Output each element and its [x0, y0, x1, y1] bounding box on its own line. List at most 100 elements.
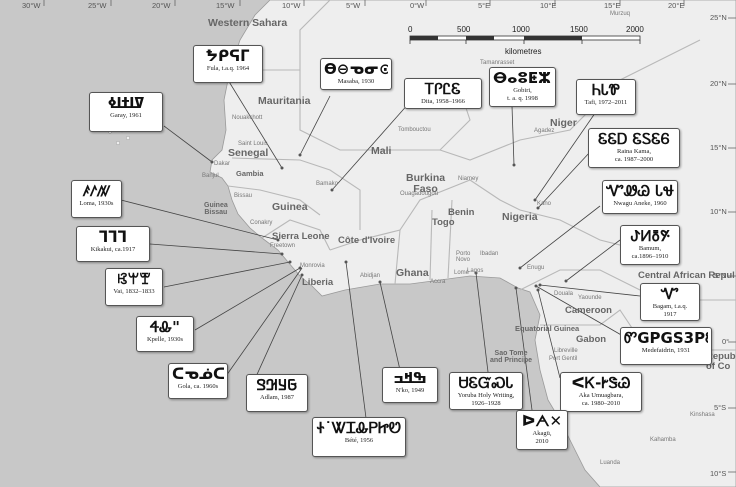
script-name: Loma, 1930s: [79, 200, 114, 208]
country-benin: Benin: [448, 207, 475, 218]
city-libreville: Libreville: [554, 348, 578, 354]
city-saint-louis: Saint Louis: [238, 141, 268, 147]
script-name: Garay, 1961: [110, 112, 142, 120]
script-name: Kikakui, ca.1917: [90, 246, 136, 254]
script-glyphs: ꤰꤱꤲ: [83, 183, 110, 200]
script-glyphs: ᏛGPGS3PᏋSᏅ: [624, 330, 708, 347]
country-guinea: Guinea: [272, 201, 308, 213]
country-togo: Togo: [432, 217, 455, 228]
country-central-african-republic: Central African Repul: [638, 270, 735, 281]
city-conakry: Conakry: [250, 220, 273, 226]
script-name: Tafi, 1972–2011: [584, 99, 628, 107]
graticule-ticks: [43, 0, 736, 473]
script-glyphs: ᐅᗅ✕: [521, 413, 563, 430]
script-box-vai: ꕙꕚꕛ Vai, 1832–1833: [105, 268, 163, 306]
script-glyphs: Ꮙ: [661, 286, 679, 303]
script-box-kikakui: ᒣᒣᒣ Kikakui, ca.1917: [76, 226, 150, 262]
script-box-nwagu-aneke: ᏉᏪᏊ ᏓᏠ Nwagu Aneke, 1960: [602, 180, 678, 214]
country-cameroon: Cameroon: [565, 305, 612, 316]
scale-tick-500: 500: [457, 25, 471, 34]
country-sierra-leone: Sierra Leone: [272, 231, 330, 242]
lat-label-15n: 15°N: [710, 143, 727, 152]
country-nigeria: Nigeria: [502, 211, 538, 223]
script-name: Bagam, t.a.q.: [652, 303, 688, 311]
leader-lines: [120, 79, 641, 419]
city-lome: Lomé: [454, 270, 470, 276]
script-box-nko: ߒߞߏ N'ko, 1949: [382, 367, 438, 403]
lon-label-20e: 20°E: [668, 1, 685, 10]
city-dots: [210, 153, 568, 292]
script-box-raina-kama: ᏋᏋᎠ ᏋᏚᏋᏮ Raina Kama, ca. 1987–2000: [588, 128, 680, 168]
script-glyphs: ⴱⴰⵓⵟⵣⵜ: [493, 70, 552, 87]
lat-label-5n: 5°N: [714, 271, 727, 280]
city-freetown: Freetown: [270, 243, 296, 249]
script-date: ca.1896–1910: [631, 252, 669, 260]
city-porto-novo: Porto Novo: [456, 251, 471, 263]
script-name: N'ko, 1949: [395, 387, 425, 395]
lon-label-30w: 30°W: [22, 1, 41, 10]
lon-label-10w: 10°W: [282, 1, 301, 10]
script-box-akagu: ᐅᗅ✕ Akagü, 2010: [516, 410, 568, 450]
country-republic-of-congo: Republic of Co: [706, 351, 736, 372]
city-yaounde: Yaounde: [578, 295, 602, 301]
script-date: 2010: [535, 437, 549, 445]
city-banjul: Banjul: [202, 173, 219, 179]
script-box-loma: ꤰꤱꤲ Loma, 1930s: [71, 180, 122, 218]
lon-label-15w: 15°W: [216, 1, 235, 10]
lat-label-25n: 25°N: [710, 13, 727, 22]
country-liberia: Liberia: [302, 277, 334, 288]
scale-tick-1500: 1500: [570, 25, 588, 34]
city-dakar: Dakar: [214, 161, 231, 167]
script-box-garay: ߜߊߙߊߦ Garay, 1961: [89, 92, 163, 132]
script-name: Bamum,: [638, 245, 662, 253]
script-name: Gobiri,: [513, 87, 532, 95]
city-kinshasa: Kinshasa: [690, 412, 715, 418]
script-name: Bété, 1956: [344, 437, 374, 445]
lat-label-10n: 10°N: [710, 207, 727, 216]
script-glyphs: Ꮠ˙ᏔᏆᎲᏢᏥᏬ: [316, 420, 401, 437]
script-glyphs: ᏋᏋᎠ ᏋᏚᏋᏮ: [598, 131, 670, 148]
script-glyphs: ᏎᎲ": [150, 319, 180, 336]
lon-label-5e: 5°E: [478, 1, 491, 10]
script-box-bagam: Ꮙ Bagam, t.a.q. 1917: [640, 283, 700, 321]
script-name: Adlam, 1987: [260, 394, 294, 402]
country-equatorial-guinea: Equatorial Guinea: [515, 324, 580, 333]
city-tombouctou: Tombouctou: [398, 127, 431, 133]
script-glyphs: ߜߊߙߊߦ: [107, 95, 145, 112]
script-name: Aka Umuagbara,: [578, 392, 624, 400]
script-box-adlam: 𞤀𞤁𞤂𞤃 Adlam, 1987: [246, 374, 308, 412]
script-name: Kpelle, 1930s: [146, 336, 184, 344]
script-glyphs: ᏌᏋᏳᏍᏓ: [458, 375, 514, 392]
script-date: ca. 1980–2010: [581, 399, 621, 407]
script-box-medefaidrin: ᏛGPGS3PᏋSᏅ Medefaidrin, 1931: [620, 327, 712, 365]
script-date: ca. 1987–2000: [614, 155, 654, 163]
script-box-bamum: ꚠꚡꚢꚣ Bamum, ca.1896–1910: [620, 225, 680, 265]
script-name: Medefaidrin, 1931: [641, 347, 691, 355]
scale-tick-2000: 2000: [626, 25, 644, 34]
city-port-gentil: Port Gentil: [549, 356, 578, 362]
script-box-masaba: ϴ⊖ᓀᓂ⊙ Masaba, 1930: [320, 58, 392, 90]
country-mauritania: Mauritania: [258, 95, 311, 107]
script-name: Gola, ca. 1960s: [177, 383, 219, 391]
script-box-fula: ᖬᑭᕋᒥ Fula, t.a.q. 1964: [193, 45, 263, 83]
script-glyphs: ᎢᎵᏝᏋ: [425, 81, 461, 98]
city-bamako: Bamako: [316, 181, 339, 187]
script-name: Dita, 1958–1966: [421, 98, 465, 106]
script-glyphs: ᖬᑭᕋᒥ: [206, 48, 250, 65]
script-box-bete: Ꮠ˙ᏔᏆᎲᏢᏥᏬ Bété, 1956: [312, 417, 406, 457]
lat-label-10s: 10°S: [710, 469, 727, 478]
scale-tick-1000: 1000: [512, 25, 530, 34]
country-cote-divoire: Côte d'Ivoire: [338, 235, 396, 246]
script-name: Akagü,: [532, 430, 552, 438]
country-western-sahara: Western Sahara: [208, 17, 288, 29]
script-glyphs: ᒣᒣᒣ: [98, 229, 128, 246]
script-box-gola: ᑕᓀᓅᑕ Gola, ca. 1960s: [168, 363, 228, 399]
country-guinea-bissau: Guinea Bissau: [204, 202, 228, 216]
script-glyphs: ߒߞߏ: [393, 370, 427, 387]
script-glyphs: ᏂᏓᏈ: [591, 82, 621, 99]
script-glyphs: ϴ⊖ᓀᓂ⊙: [324, 61, 388, 78]
country-sao-tome-and-principe: Sao Tome and Principe: [490, 350, 533, 364]
city-niamey: Niamey: [458, 176, 479, 182]
lat-label-20n: 20°N: [710, 79, 727, 88]
city-murzuq: Murzuq: [610, 11, 631, 17]
